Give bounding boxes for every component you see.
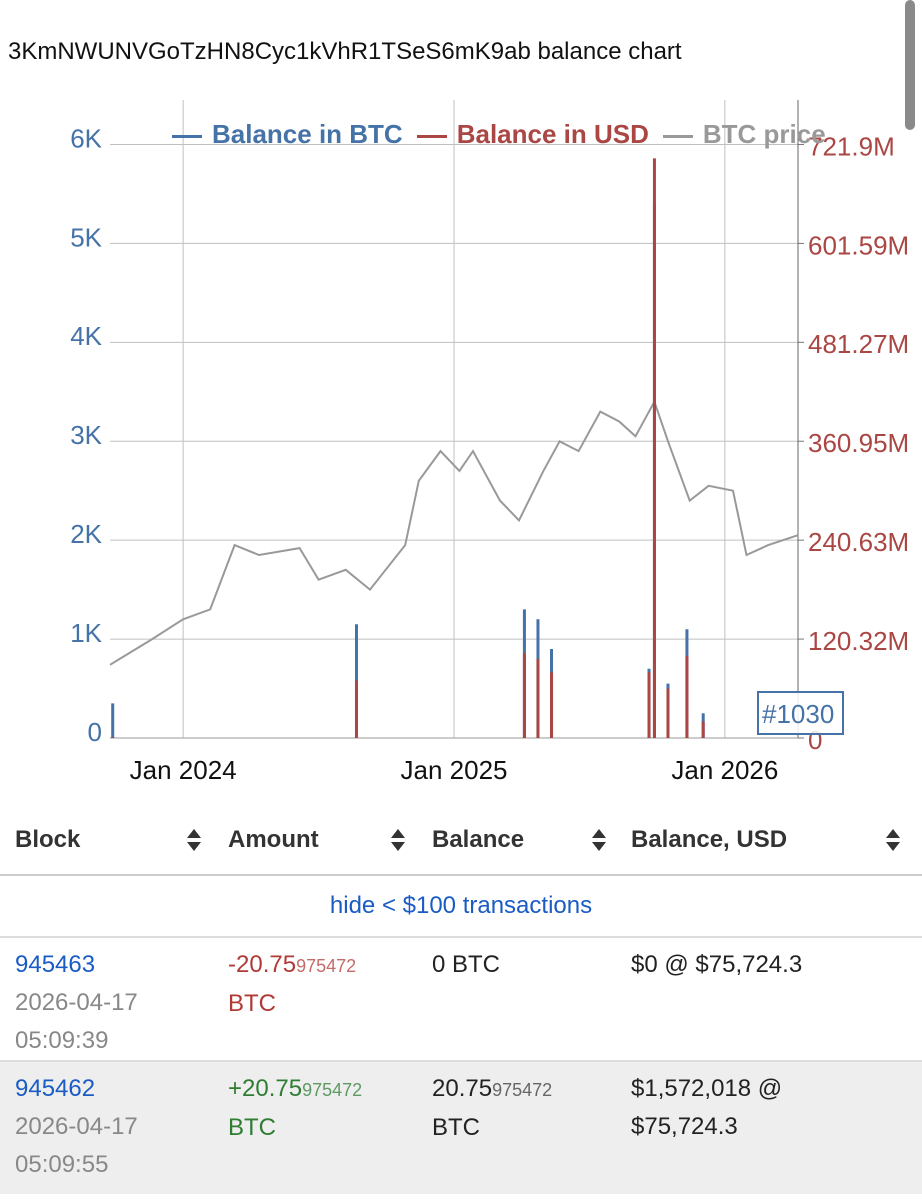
table-row: 945463 2026-04-17 05:09:39 -20.75975472 BTC 0… [0, 936, 922, 1060]
x-tick-label: Jan 2026 [671, 755, 778, 785]
chart-title: 3KmNWUNVGoTzHN8Cyc1kVhR1TSeS6mK9ab balan… [8, 38, 682, 65]
balance: 20.75 [432, 1075, 493, 1102]
legend-swatch [662, 134, 693, 138]
y2-tick-label: 481.27M [808, 329, 909, 359]
amount: -20.75 [228, 951, 297, 978]
block-link[interactable]: 945462 [15, 1075, 96, 1102]
y2-tick-label: 120.32M [808, 626, 909, 656]
table-row: 945462 2026-04-17 05:09:55 +20.75975472 BTC 2… [0, 1060, 922, 1194]
y-tick-label: 0 [88, 717, 102, 747]
legend-label: BTC price [702, 119, 826, 149]
amount-digits: 975472 [296, 956, 357, 976]
balance-cell: 0 BTC [432, 946, 500, 984]
legend-label: Balance in BTC [212, 119, 403, 149]
chart: Jan 2024 Jan 2025 Jan 202601K2K3K4K5K6K012… [70, 100, 909, 785]
tooltip-text: #1030 [762, 699, 834, 729]
balance-unit: BTC [432, 1114, 480, 1141]
date: 2026-04-17 [15, 1113, 138, 1140]
block-cell: 945462 2026-04-17 05:09:55 [15, 1070, 138, 1184]
x-tick-label: Jan 2024 [130, 755, 237, 785]
y-tick-label: 3K [70, 420, 102, 450]
y-tick-label: 2K [70, 519, 102, 549]
column-header[interactable]: Block [15, 826, 81, 853]
time: 05:09:55 [15, 1151, 109, 1178]
x-tick-label: Jan 2025 [401, 755, 508, 785]
filter-link[interactable]: hide < $100 transactions [329, 892, 593, 919]
y-tick-label: 1K [70, 618, 102, 648]
tooltip-box [757, 691, 844, 735]
y-tick-label: 4K [70, 321, 102, 351]
date: 2026-04-17 [15, 989, 138, 1016]
sort-icons [187, 829, 900, 851]
time: 05:09:39 [15, 1027, 109, 1054]
legend-item: BTC price [662, 119, 826, 149]
transactions-table: Block Amount Balance Balance, USD hide <… [0, 800, 922, 1194]
legend-swatch [172, 134, 202, 138]
balance-usd: $1,572,018 @ $75,724.3 [631, 1075, 783, 1140]
amount-cell: +20.75975472 BTC [228, 1070, 362, 1147]
balance-digits: 975472 [492, 1080, 553, 1100]
legend: Balance in BTC Balance in USD BTC price [172, 112, 862, 156]
table-header: Block Amount Balance Balance, USD [0, 800, 922, 876]
y2-tick-label: 601.59M [808, 230, 909, 260]
amount: +20.75 [228, 1075, 303, 1102]
legend-item: Balance in USD [416, 119, 649, 149]
amount-line: +20.75975472 [228, 1070, 362, 1109]
y2-tick-label: 721.9M [808, 131, 895, 161]
balance-cell: 20.75975472 BTC [432, 1070, 552, 1147]
amount-unit: BTC [228, 1114, 276, 1141]
column-header[interactable]: Amount [228, 826, 319, 853]
balance-line: 20.75975472 [432, 1070, 552, 1109]
legend-item: Balance in BTC [172, 119, 403, 149]
column-header[interactable]: Balance, USD [631, 826, 788, 853]
scrollbar[interactable] [905, 0, 915, 130]
column-header[interactable]: Balance [432, 826, 525, 853]
balance-usd: $0 @ $75,724.3 [631, 951, 803, 978]
y-tick-label: 6K [70, 123, 102, 153]
amount-digits: 975472 [302, 1080, 363, 1100]
block-cell: 945463 2026-04-17 05:09:39 [15, 946, 138, 1060]
legend-label: Balance in USD [456, 119, 649, 149]
block-link[interactable]: 945463 [15, 951, 96, 978]
y2-tick-label: 360.95M [808, 428, 909, 458]
price-line [109, 399, 799, 666]
legend-swatch [416, 134, 447, 138]
amount-unit: BTC [228, 990, 276, 1017]
balance: 0 BTC [432, 951, 501, 978]
amount-cell: -20.75975472 BTC [228, 946, 356, 1023]
y2-tick-label: 240.63M [808, 527, 909, 557]
y-tick-label: 5K [70, 222, 102, 252]
amount-line: -20.75975472 [228, 946, 356, 985]
